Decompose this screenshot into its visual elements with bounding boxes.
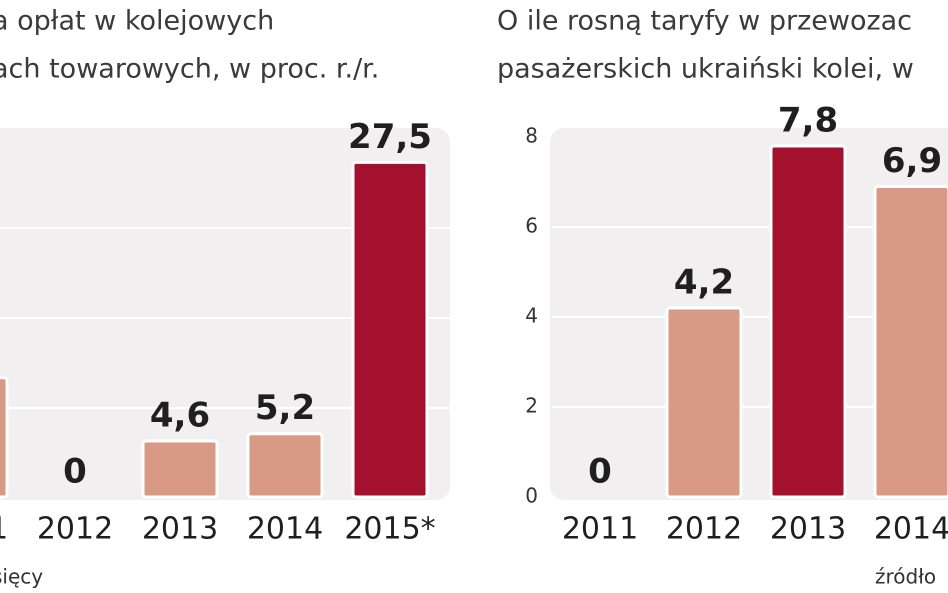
- chart-title: O ile rosną taryfy w przewozac: [497, 6, 912, 37]
- chart-title: a opłat w kolejowych: [0, 6, 274, 37]
- panel: [0, 128, 450, 500]
- chart-title: pasażerskich ukraiński kolei, w: [497, 54, 914, 85]
- x-tick-label: 2011: [562, 512, 638, 547]
- value-label: 4,2: [674, 263, 734, 303]
- x-tick-label: 2011: [0, 512, 8, 547]
- note: sięcy: [0, 565, 43, 589]
- bar: [351, 160, 429, 499]
- bar: [665, 306, 743, 499]
- chart-title: ach towarowych, w proc. r./r.: [0, 54, 379, 85]
- bar: [0, 376, 9, 499]
- value-label: 7,8: [778, 101, 838, 141]
- value-label: 0: [588, 452, 612, 492]
- x-tick-label: 2013: [142, 512, 218, 547]
- value-label: 0: [63, 452, 87, 492]
- value-label: 5,2: [255, 388, 315, 428]
- x-tick-label: 2014: [247, 512, 323, 547]
- x-tick-label: 2014: [874, 512, 948, 547]
- bar: [873, 185, 948, 499]
- y-tick-label: 6: [525, 214, 538, 238]
- y-tick-label: 4: [525, 304, 538, 328]
- x-tick-label: 2012: [37, 512, 113, 547]
- value-label: 4,6: [150, 396, 210, 436]
- bar: [246, 432, 324, 499]
- bar: [141, 439, 219, 499]
- y-tick-label: 2: [525, 394, 538, 418]
- bar: [769, 144, 847, 499]
- x-tick-label: 2015*: [344, 512, 435, 547]
- value-label: 6,9: [882, 141, 942, 181]
- value-label: 27,5: [348, 117, 432, 157]
- y-tick-label: 0: [525, 484, 538, 508]
- y-tick-label: 8: [525, 124, 538, 148]
- x-tick-label: 2012: [666, 512, 742, 547]
- x-tick-label: 2013: [770, 512, 846, 547]
- note: źródło: [875, 565, 936, 589]
